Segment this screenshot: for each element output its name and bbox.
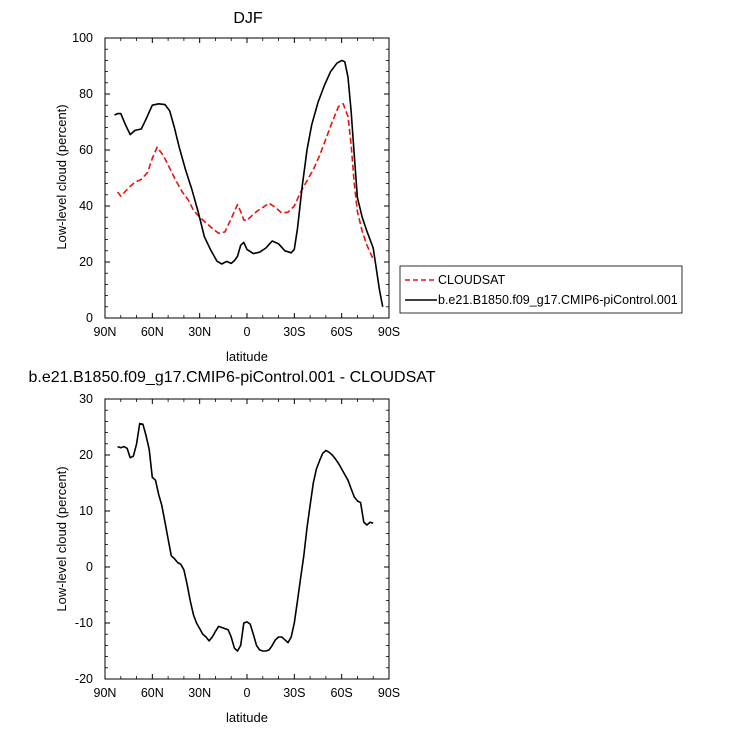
legend-label-cloudsat: CLOUDSAT [438,273,506,287]
top-xtick-label: 60N [141,325,164,339]
legend: CLOUDSAT b.e21.B1850.f09_g17.CMIP6-piCon… [399,265,683,314]
bottom-ytick-label: 0 [86,560,93,574]
bottom-xtick-label: 0 [244,686,251,700]
bottom-series-line-difference [117,422,374,652]
top-xtick-label: 90S [378,325,400,339]
top-chart-xlabel: latitude [226,349,268,364]
bottom-chart-title: b.e21.B1850.f09_g17.CMIP6-piControl.001 … [28,369,435,386]
legend-label-model: b.e21.B1850.f09_g17.CMIP6-piControl.001 [438,293,678,307]
bottom-chart-plot: 90N 60N 30N 0 30S 60S 90S -20 -10 0 10 20 30 [75,392,400,700]
top-series-line-model [114,59,384,307]
bottom-ytick-label: 20 [79,448,93,462]
top-ytick-label: 80 [79,87,93,101]
bottom-chart-frame [104,398,390,680]
bottom-ytick-label: 30 [79,392,93,406]
top-chart-plot: 90N 60N 30N 0 30S 60S 90S 0 20 40 60 80 100 [72,31,400,339]
bottom-xtick-label: 30N [188,686,211,700]
top-xtick-label: 60S [331,325,353,339]
bottom-ytick-label: 10 [79,504,93,518]
top-ytick-label: 0 [86,311,93,325]
bottom-ytick-label: -20 [75,672,93,686]
bottom-chart-xlabel: latitude [226,710,268,725]
bottom-xtick-label: 90N [94,686,117,700]
legend-box [399,265,683,314]
bottom-xtick-label: 60N [141,686,164,700]
top-ytick-label: 40 [79,199,93,213]
top-xtick-label: 90N [94,325,117,339]
top-ytick-label: 60 [79,143,93,157]
top-chart-frame [104,37,390,319]
top-ytick-label: 100 [72,31,93,45]
top-xtick-label: 30N [188,325,211,339]
bottom-xtick-label: 90S [378,686,400,700]
top-series-line-cloudsat [116,103,374,260]
top-xtick-label: 30S [283,325,305,339]
top-ytick-label: 20 [79,255,93,269]
top-chart-title: DJF [233,10,263,27]
bottom-chart-ylabel: Low-level cloud (percent) [54,466,69,611]
top-chart-ylabel: Low-level cloud (percent) [54,104,69,249]
top-xtick-label: 0 [244,325,251,339]
bottom-ytick-label: -10 [75,616,93,630]
bottom-xtick-label: 30S [283,686,305,700]
bottom-xtick-label: 60S [331,686,353,700]
